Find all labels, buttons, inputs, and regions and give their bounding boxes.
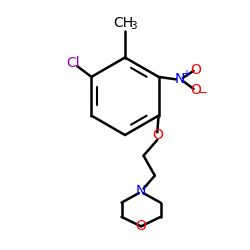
Text: O: O: [136, 220, 146, 234]
Text: CH: CH: [113, 16, 133, 30]
Text: −: −: [197, 86, 207, 99]
Text: O: O: [190, 63, 202, 77]
Text: N: N: [136, 184, 146, 198]
Text: 3: 3: [130, 21, 136, 31]
Text: Cl: Cl: [66, 56, 80, 70]
Text: O: O: [152, 128, 163, 142]
Text: O: O: [190, 83, 202, 97]
Text: +: +: [182, 69, 190, 79]
Text: N: N: [174, 72, 185, 86]
